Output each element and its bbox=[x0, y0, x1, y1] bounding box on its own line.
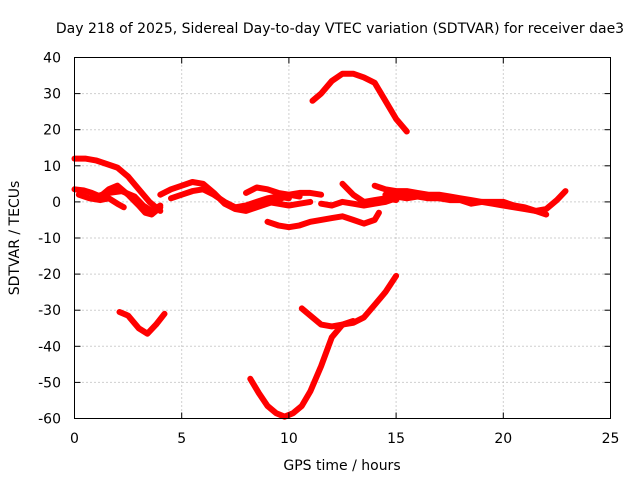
series-arc-17 bbox=[382, 191, 550, 218]
series-arc-15 bbox=[298, 305, 357, 330]
y-tick-label: 30 bbox=[43, 87, 61, 103]
x-axis-label: GPS time / hours bbox=[283, 458, 400, 474]
y-tick-label: 0 bbox=[52, 195, 61, 211]
x-tick-label: 10 bbox=[280, 431, 298, 447]
series-arc-9 bbox=[264, 198, 314, 209]
series-arc-4 bbox=[92, 188, 164, 214]
y-axis-label: SDTVAR / TECUs bbox=[7, 181, 23, 296]
y-tick-label: -40 bbox=[38, 339, 61, 355]
series-arc-5 bbox=[116, 309, 168, 337]
data-series bbox=[71, 70, 569, 420]
series-arc-10 bbox=[264, 209, 382, 231]
x-tick-label: 0 bbox=[70, 431, 79, 447]
series-arc-1 bbox=[71, 155, 164, 214]
axis-ticks bbox=[74, 57, 611, 419]
series-arc-14 bbox=[247, 272, 400, 420]
x-tick-label: 5 bbox=[177, 431, 186, 447]
y-tick-label: 20 bbox=[43, 123, 61, 139]
series-arc-7 bbox=[168, 186, 292, 211]
y-tick-labels: -60 -50 -40 -30 -20 -10 0 10 20 30 40 bbox=[38, 51, 61, 428]
x-tick-label: 20 bbox=[494, 431, 512, 447]
series-arc-2 bbox=[71, 182, 164, 218]
y-tick-label: -60 bbox=[38, 412, 61, 428]
series-arc-13 bbox=[309, 70, 410, 135]
chart-title: Day 218 of 2025, Sidereal Day-to-day VTE… bbox=[56, 21, 624, 37]
x-tick-labels: 0 5 10 15 20 25 bbox=[70, 431, 619, 447]
y-tick-label: 10 bbox=[43, 159, 61, 175]
series-arc-12 bbox=[339, 180, 400, 205]
x-tick-label: 25 bbox=[602, 431, 620, 447]
grid-lines bbox=[74, 57, 611, 419]
x-tick-label: 15 bbox=[387, 431, 405, 447]
y-tick-label: -50 bbox=[38, 375, 61, 391]
y-tick-label: -10 bbox=[38, 231, 61, 247]
y-tick-label: -20 bbox=[38, 267, 61, 283]
y-tick-label: -30 bbox=[38, 303, 61, 319]
y-tick-label: 40 bbox=[43, 51, 61, 67]
series-arc-3 bbox=[75, 191, 127, 211]
series-arc-8 bbox=[243, 184, 303, 200]
